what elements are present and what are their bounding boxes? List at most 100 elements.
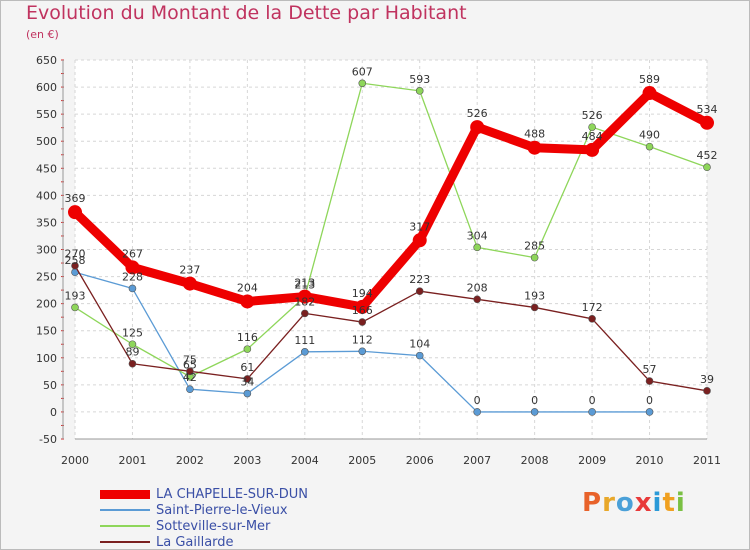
data-point	[473, 243, 481, 252]
data-point	[703, 387, 711, 395]
x-tick-label: 2006	[406, 454, 434, 467]
data-point	[530, 303, 539, 312]
legend: LA CHAPELLE-SUR-DUN Saint-Pierre-le-Vieux…	[100, 486, 308, 550]
data-label: 285	[524, 240, 545, 253]
data-label: 526	[467, 107, 488, 120]
data-point	[243, 375, 252, 383]
y-tick-label: 300	[36, 244, 57, 257]
x-tick-label: 2007	[463, 454, 491, 467]
legend-label: Saint-Pierre-le-Vieux	[156, 502, 288, 518]
y-tick-label: 200	[36, 298, 57, 311]
y-tick-label: 550	[36, 108, 57, 121]
data-point	[243, 389, 252, 398]
data-point	[588, 408, 596, 416]
data-point	[68, 205, 82, 220]
data-label: 34	[240, 376, 254, 389]
plot-area	[75, 60, 707, 439]
data-point	[645, 408, 654, 416]
data-point	[530, 408, 539, 416]
data-point	[703, 163, 711, 172]
legend-item: Saint-Pierre-le-Vieux	[100, 502, 308, 518]
data-label: 607	[352, 65, 373, 78]
data-label: 223	[409, 273, 430, 286]
data-point	[588, 123, 596, 131]
data-label: 61	[240, 361, 254, 374]
brand-letter: t	[662, 488, 676, 518]
x-tick-label: 2003	[233, 454, 261, 467]
data-label: 208	[467, 281, 488, 294]
data-label: 65	[183, 359, 197, 372]
data-point	[645, 142, 654, 151]
data-point	[358, 318, 367, 326]
brand-logo: Proxiti	[582, 488, 686, 518]
data-label: 42	[183, 371, 197, 384]
x-tick-label: 2005	[348, 454, 376, 467]
y-tick-label: 50	[43, 379, 57, 392]
data-label: 213	[294, 279, 315, 292]
data-point	[412, 233, 427, 248]
data-label: 193	[524, 289, 545, 302]
data-point	[186, 385, 194, 393]
data-label: 75	[183, 353, 197, 366]
data-label: 593	[409, 73, 430, 86]
data-point	[358, 79, 367, 88]
series-line-3	[74, 265, 708, 392]
brand-letter: x	[634, 488, 653, 518]
brand-letter: i	[652, 488, 663, 518]
data-point	[240, 294, 255, 309]
data-point	[182, 276, 197, 291]
data-point	[128, 340, 137, 349]
data-label: 111	[294, 334, 315, 347]
data-label: 267	[122, 247, 143, 260]
y-tick-label: 400	[36, 189, 57, 202]
y-tick-label: 250	[36, 271, 57, 284]
data-point	[243, 345, 252, 353]
data-point	[358, 347, 367, 356]
data-label: 125	[122, 326, 143, 339]
legend-swatch	[100, 509, 150, 511]
series-line-2	[74, 82, 708, 378]
data-label: 166	[352, 304, 373, 317]
data-point	[415, 351, 424, 360]
data-point	[527, 140, 542, 155]
brand-letter: o	[615, 488, 635, 518]
data-point	[473, 295, 481, 304]
data-label: 0	[474, 394, 481, 407]
data-label: 116	[237, 331, 258, 344]
y-tick-label: 150	[36, 325, 57, 338]
x-tick-label: 2010	[636, 454, 664, 467]
data-label: 304	[467, 229, 488, 242]
data-label: 526	[582, 109, 603, 122]
data-label: 213	[294, 277, 315, 290]
data-point	[700, 115, 714, 130]
data-label: 452	[697, 149, 718, 162]
data-label: 589	[639, 73, 660, 86]
y-tick-label: 450	[36, 162, 57, 175]
data-point	[473, 408, 481, 416]
data-label: 534	[697, 103, 718, 116]
x-tick-label: 2001	[118, 454, 146, 467]
data-label: 0	[531, 394, 538, 407]
data-label: 104	[409, 338, 430, 351]
data-label: 237	[179, 264, 200, 277]
data-point	[415, 87, 424, 95]
legend-label: La Gaillarde	[156, 534, 234, 550]
y-tick-label: 650	[36, 54, 57, 67]
data-label: 89	[125, 346, 139, 359]
data-label: 57	[643, 363, 657, 376]
data-point	[585, 142, 600, 157]
data-point	[415, 287, 424, 295]
data-label: 270	[65, 248, 86, 261]
data-point	[71, 261, 79, 270]
x-tick-label: 2000	[61, 454, 89, 467]
data-point	[588, 315, 596, 323]
x-tick-label: 2004	[291, 454, 319, 467]
data-point	[530, 253, 539, 262]
data-point	[186, 367, 194, 376]
brand-letter: r	[602, 488, 616, 518]
data-label: 484	[582, 130, 603, 143]
legend-item: LA CHAPELLE-SUR-DUN	[100, 486, 308, 502]
legend-label: LA CHAPELLE-SUR-DUN	[156, 486, 308, 502]
data-label: 172	[582, 301, 603, 314]
y-tick-label: -50	[39, 433, 57, 446]
